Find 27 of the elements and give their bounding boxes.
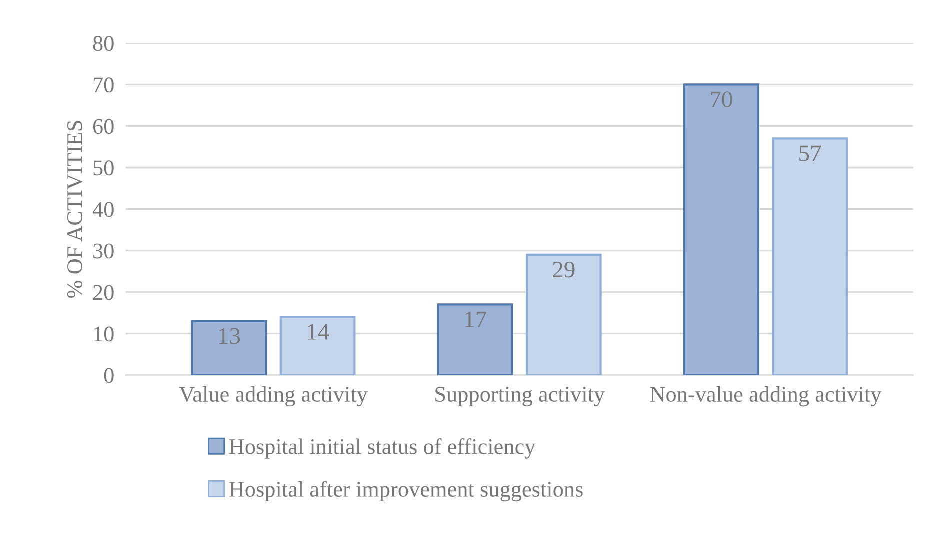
y-tick-label: 40 xyxy=(92,202,114,218)
y-tick-label: 60 xyxy=(93,119,114,134)
bar xyxy=(280,316,356,376)
y-tick-label: 50 xyxy=(94,160,114,176)
bar xyxy=(683,84,760,376)
data-label: 57 xyxy=(800,146,822,162)
legend-label: Hospital initial status of efficiency xyxy=(229,438,536,459)
y-tick-label: 80 xyxy=(93,36,114,52)
data-label: 17 xyxy=(466,312,486,328)
bar xyxy=(191,320,268,376)
data-label: 14 xyxy=(308,324,330,340)
y-tick-label: 0 xyxy=(104,368,114,384)
data-label: 13 xyxy=(219,328,240,344)
y-tick-label: 70 xyxy=(94,78,114,93)
y-axis-title: % OF ACTIVITIES xyxy=(67,121,83,298)
legend-label: Hospital after improvement suggestions xyxy=(229,481,583,502)
x-tick-label: Supporting activity xyxy=(436,387,605,407)
bar xyxy=(526,254,602,376)
y-tick-label: 30 xyxy=(94,244,114,259)
data-label: 70 xyxy=(711,92,732,108)
data-label: 29 xyxy=(553,262,575,278)
bar xyxy=(437,304,514,376)
bar xyxy=(772,138,848,376)
y-tick-label: 10 xyxy=(94,326,114,342)
y-tick-label: 20 xyxy=(93,285,114,300)
x-tick-label: Value adding activity xyxy=(179,386,368,407)
x-tick-label: Non-value adding activity xyxy=(650,386,882,407)
